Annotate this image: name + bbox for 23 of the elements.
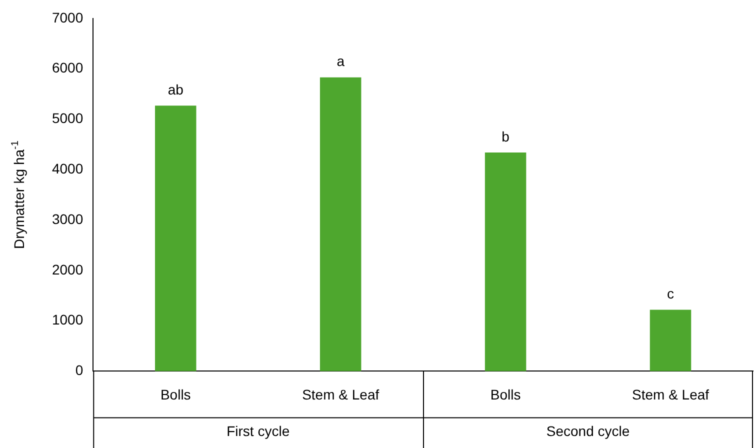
- bar: [320, 77, 362, 372]
- x-tick-label: Bolls: [160, 386, 191, 402]
- data-label: a: [336, 53, 345, 70]
- data-label: ab: [168, 81, 184, 98]
- y-tick-label: 4000: [52, 160, 84, 176]
- text: Second cycle: [546, 423, 630, 440]
- x-tick-label: Bolls: [490, 386, 521, 402]
- y-tick-label: 1000: [52, 312, 84, 328]
- y-tick-label: 6000: [52, 60, 84, 76]
- y-axis-title: Drymatter kg ha-1: [10, 140, 27, 250]
- text: First cycle: [226, 423, 290, 440]
- x-tick-label: Stem & Leaf: [632, 386, 710, 402]
- bar: [650, 310, 692, 372]
- y-tick-label: 5000: [52, 110, 84, 126]
- data-label: c: [667, 286, 674, 302]
- bar: [155, 106, 196, 372]
- bar: [484, 152, 526, 372]
- y-tick-label: 2000: [52, 261, 84, 278]
- y-tick-label: 7000: [52, 9, 84, 26]
- data-label: b: [502, 128, 510, 144]
- x-tick-label: Stem & Leaf: [302, 386, 380, 402]
- y-tick-label: 3000: [52, 210, 84, 227]
- y-tick-label: 0: [75, 362, 84, 378]
